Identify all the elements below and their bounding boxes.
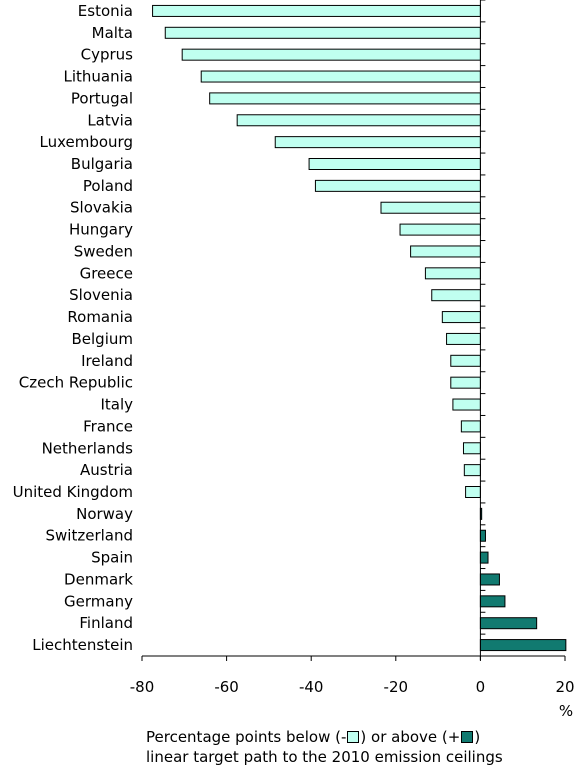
x-tick-label: -60 [214,678,239,696]
bar-luxembourg [274,136,481,149]
bar-finland [479,617,538,630]
above-swatch [461,731,474,743]
category-label-finland: Finland [79,614,133,632]
bar-slovenia [431,289,481,302]
bar-czech-republic [450,376,481,389]
category-label-czech-republic: Czech Republic [19,374,133,392]
category-label-cyprus: Cyprus [81,46,134,64]
bar-slovakia [380,201,481,214]
x-axis: -80 -60 -40 -20 0 20 [130,0,575,696]
bar-liechtenstein [479,639,567,652]
category-label-united-kingdom: United Kingdom [13,483,133,501]
bar-austria [463,464,481,477]
category-label-bulgaria: Bulgaria [71,155,133,173]
bar-france [460,420,481,433]
bar-ireland [450,354,481,367]
category-label-hungary: Hungary [69,221,133,239]
category-label-austria: Austria [80,461,133,479]
bar-estonia [152,4,481,17]
bar-cyprus [181,48,481,61]
bar-hungary [399,223,481,236]
x-tick-label: -40 [299,678,324,696]
category-label-greece: Greece [80,264,133,282]
category-labels: Estonia Malta Cyprus Lithuania Portugal Latvi… [13,2,134,654]
category-label-latvia: Latvia [87,111,133,129]
category-label-romania: Romania [67,308,133,326]
x-tick-label: -20 [384,678,409,696]
bar-netherlands [462,442,481,455]
category-label-denmark: Denmark [64,570,133,588]
caption-line-1: Percentage points below (- ) or above (+) [146,727,571,747]
category-label-france: France [83,417,133,435]
x-unit-label: % [559,702,573,720]
category-label-lithuania: Lithuania [64,68,133,86]
bar-belgium [446,332,481,345]
caption-line-2: linear target path to the 2010 emission … [146,748,503,766]
caption-text-below: Percentage points below (- [146,728,347,746]
bar-sweden [410,245,481,258]
bar-latvia [236,114,481,127]
category-label-sweden: Sweden [74,242,133,260]
bar-lithuania [200,70,481,83]
caption-text-above: ) or above (+ [360,728,461,746]
caption-text-close: ) [474,728,481,746]
bar-poland [314,179,481,192]
bar-romania [441,311,481,324]
bar-switzerland [479,529,486,542]
x-tick-label: 20 [555,678,574,696]
category-label-estonia: Estonia [78,2,133,20]
category-label-ireland: Ireland [81,352,133,370]
bar-malta [164,26,481,39]
category-label-norway: Norway [76,505,133,523]
category-label-switzerland: Switzerland [46,527,134,545]
bar-portugal [209,92,481,105]
category-label-germany: Germany [64,592,133,610]
category-label-slovakia: Slovakia [70,199,133,217]
category-label-luxembourg: Luxembourg [40,133,134,151]
bar-united-kingdom [465,486,481,498]
category-label-spain: Spain [91,549,133,567]
category-label-poland: Poland [83,177,133,195]
below-swatch [347,731,360,743]
chart-caption: Percentage points below (- ) or above (+)… [146,727,571,767]
bars-layer [152,4,567,652]
category-label-liechtenstein: Liechtenstein [32,636,133,654]
bar-denmark [479,573,500,586]
category-label-belgium: Belgium [72,330,134,348]
category-label-italy: Italy [100,396,133,414]
bar-bulgaria [308,158,481,170]
bar-spain [479,551,489,564]
bar-germany [479,595,506,608]
category-label-netherlands: Netherlands [42,439,134,457]
bar-italy [452,398,481,411]
category-label-malta: Malta [92,24,133,42]
bar-greece [424,267,481,280]
category-label-slovenia: Slovenia [69,286,133,304]
category-label-portugal: Portugal [71,89,133,107]
x-tick-label: 0 [476,678,486,696]
x-tick-label: -80 [130,678,155,696]
